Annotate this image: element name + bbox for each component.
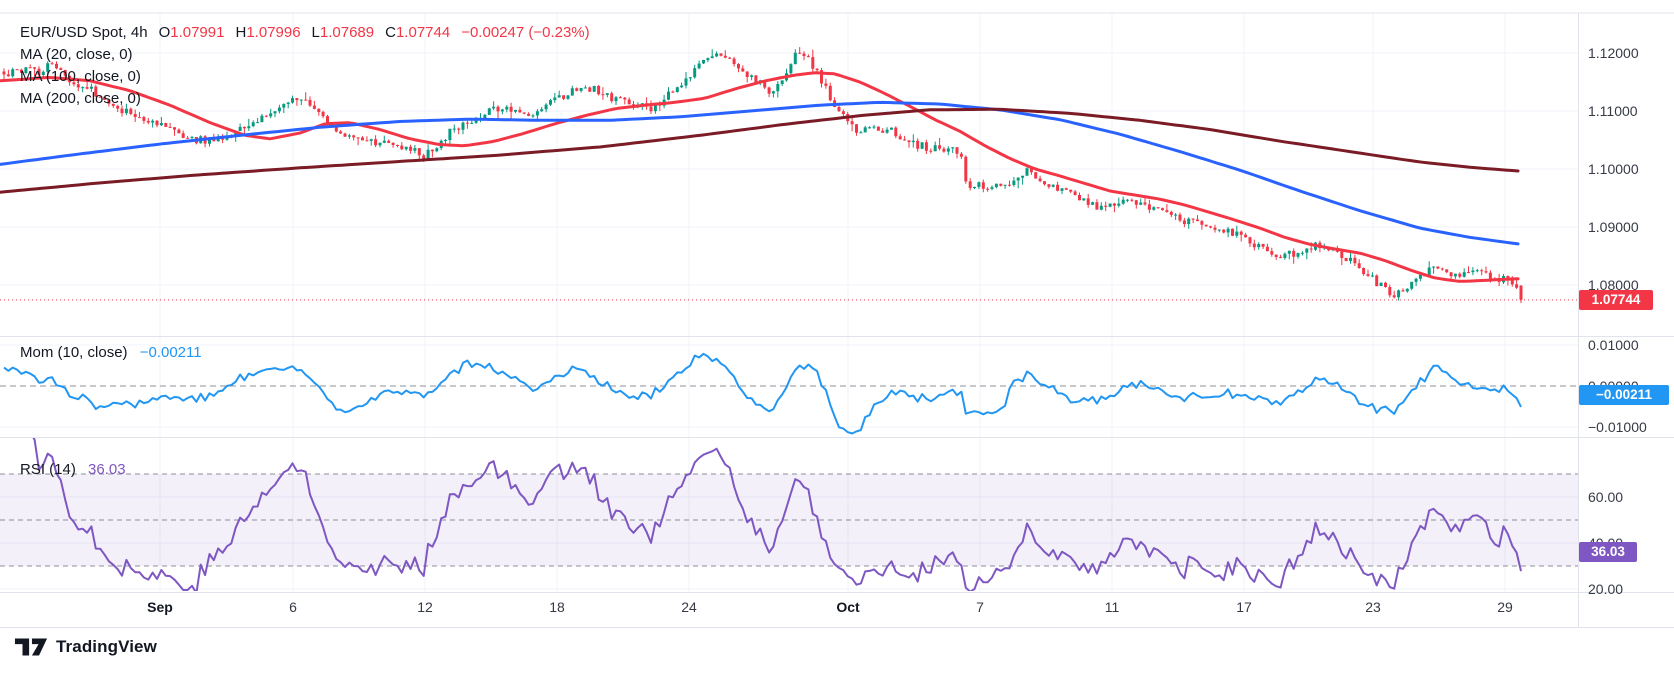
time-tick-label: 23 — [1365, 599, 1381, 615]
time-tick-label: 12 — [417, 599, 433, 615]
ma200-legend-row[interactable]: MA (200, close, 0) — [20, 90, 141, 107]
time-axis[interactable]: Sep 6 12 18 24 Oct 7 11 17 23 29 — [0, 592, 1674, 627]
price-tick-label: 1.09000 — [1588, 219, 1639, 235]
mom-indicator-title: Mom (10, close) — [20, 344, 128, 361]
mom-tick-label: 0.01000 — [1588, 337, 1639, 353]
rsi-tick-label: 20.00 — [1588, 581, 1624, 597]
time-tick-label: Sep — [147, 599, 173, 615]
dashed-levels — [0, 385, 1578, 567]
ma200-line — [0, 107, 1520, 194]
rsi-line — [32, 438, 1522, 591]
mom-indicator-value: −0.00211 — [139, 344, 202, 361]
mom-legend-row[interactable]: Mom (10, close) −0.00211 — [20, 344, 202, 361]
time-tick-label: 18 — [549, 599, 565, 615]
pane-separators — [0, 12, 1674, 628]
price-tick-label: 1.08000 — [1588, 277, 1639, 293]
price-tick-label: 1.11000 — [1588, 103, 1638, 119]
ohlc-close: C1.07744 — [385, 24, 451, 41]
ma100-legend-row[interactable]: MA (100, close, 0) — [20, 68, 141, 85]
tradingview-logo-text: TradingView — [56, 637, 157, 656]
symbol-legend-row[interactable]: EUR/USD Spot, 4h O1.07991 H1.07996 L1.07689… — [20, 22, 590, 44]
mom-line — [3, 352, 1522, 435]
symbol-title: EUR/USD Spot, 4h — [20, 24, 148, 41]
last-price-badge: 1.07744 — [1579, 290, 1653, 310]
ma100-line — [0, 100, 1520, 246]
price-tick-label: 1.10000 — [1588, 161, 1639, 177]
price-axis[interactable]: 1.12000 1.11000 1.10000 1.09000 1.08000 0.010… — [1578, 0, 1674, 627]
time-tick-label: 6 — [289, 599, 297, 615]
price-tick-label: 1.12000 — [1588, 45, 1639, 61]
time-tick-label: 29 — [1497, 599, 1513, 615]
ohlc-high: H1.07996 — [235, 24, 301, 41]
mom-tick-label: −0.01000 — [1588, 419, 1647, 435]
ohlc-low: L1.07689 — [311, 24, 375, 41]
rsi-tick-label: 60.00 — [1588, 489, 1624, 505]
rsi-indicator-value: 36.03 — [88, 461, 126, 478]
tradingview-logo-icon — [14, 638, 48, 656]
main-legend: EUR/USD Spot, 4h O1.07991 H1.07996 L1.07689… — [20, 22, 590, 110]
rsi-indicator-title: RSI (14) — [20, 461, 76, 478]
time-tick-label: 11 — [1104, 599, 1120, 615]
time-tick-label: 7 — [976, 599, 984, 615]
tradingview-logo[interactable]: TradingView — [14, 637, 157, 657]
mom-value-badge: −0.00211 — [1579, 385, 1669, 405]
time-tick-label: Oct — [836, 599, 860, 615]
rsi-value-badge: 36.03 — [1579, 542, 1637, 562]
ohlc-open: O1.07991 — [158, 24, 225, 41]
ma20-line — [0, 71, 1520, 283]
time-tick-label: 17 — [1236, 599, 1252, 615]
ma20-legend-row[interactable]: MA (20, close, 0) — [20, 46, 133, 63]
time-tick-label: 24 — [681, 599, 697, 615]
change-value: −0.00247 (−0.23%) — [461, 24, 590, 41]
gridlines — [0, 13, 1578, 592]
rsi-legend-row[interactable]: RSI (14) 36.03 — [20, 461, 126, 478]
